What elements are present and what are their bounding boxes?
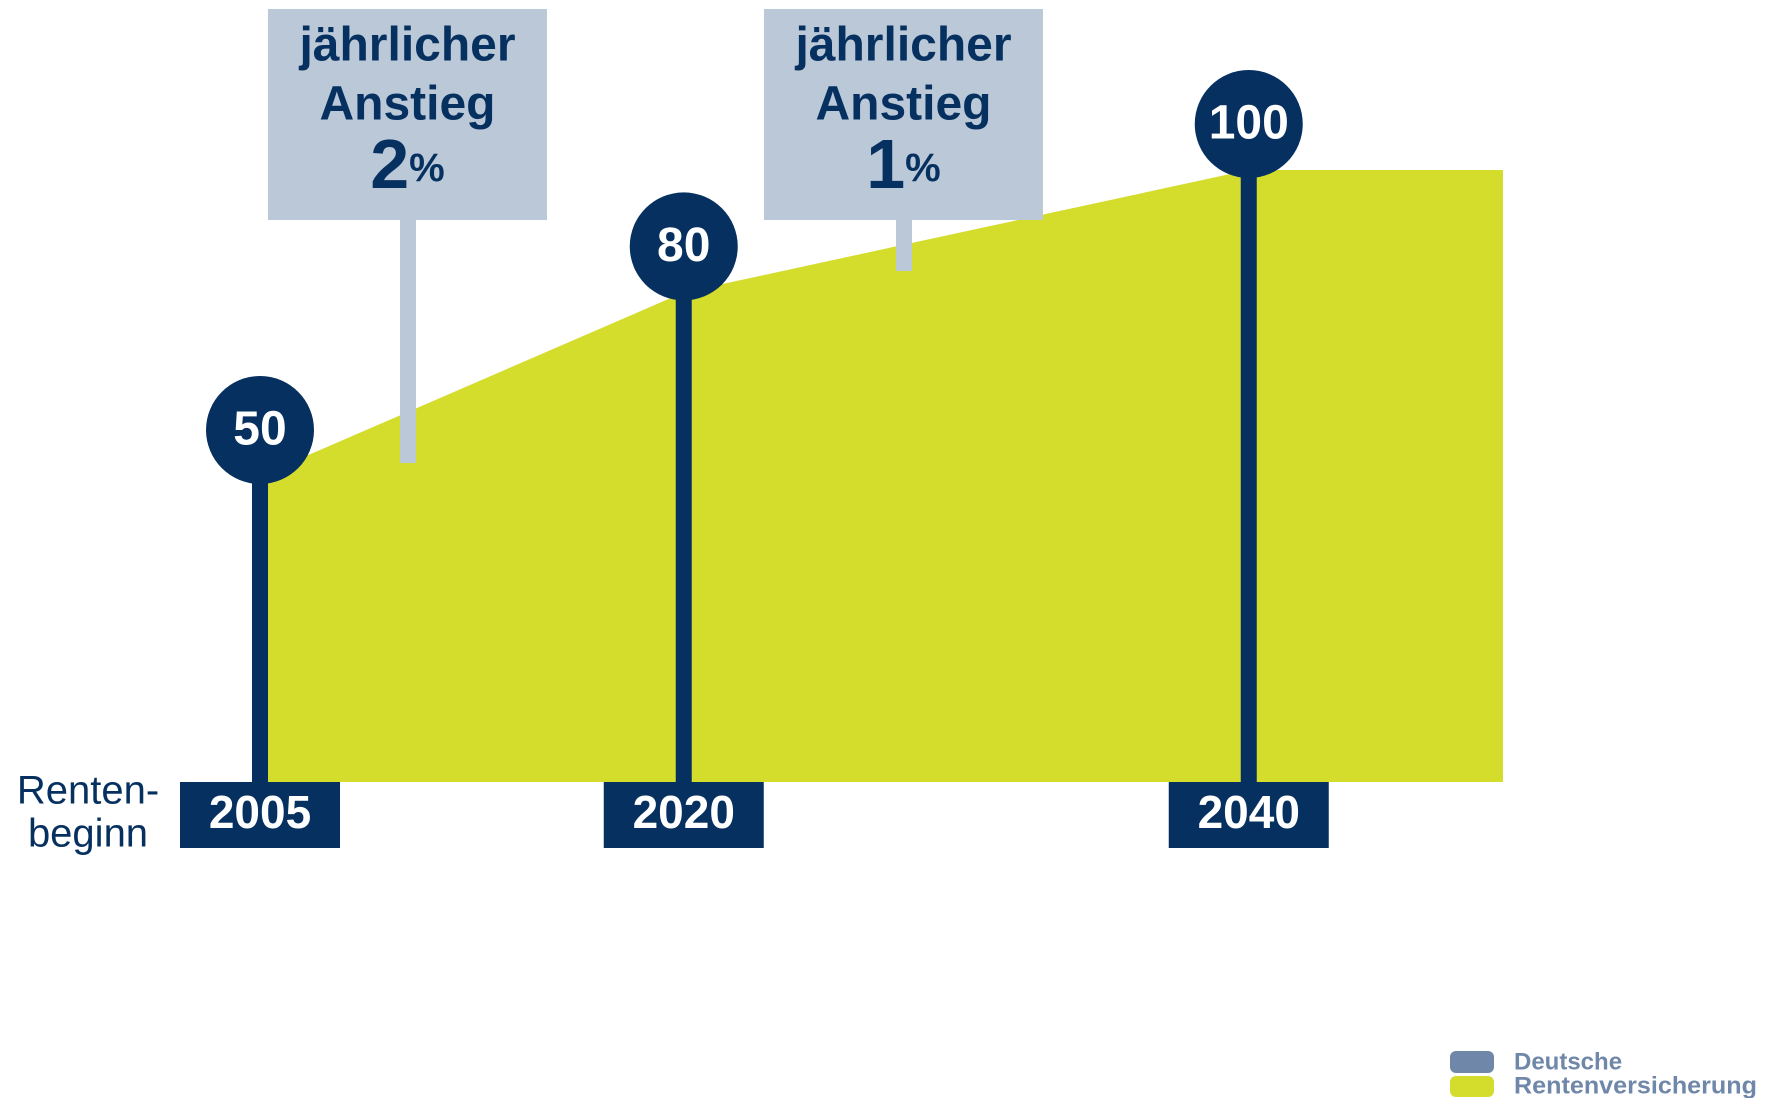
logo-text: Deutsche (1514, 1048, 1622, 1075)
annotation-value: 2 (370, 125, 409, 203)
annotation-unit: % (905, 146, 941, 190)
x-tick-label: 2005 (209, 786, 311, 838)
marker-stem (675, 246, 692, 782)
annotation-text: jährlicher (794, 19, 1011, 72)
annotation-unit: % (409, 146, 445, 190)
annotation-rate: 2% (370, 125, 445, 203)
area (260, 170, 1503, 782)
annotation-text: jährlicher (298, 19, 515, 72)
x-tick-label: 2040 (1198, 786, 1300, 838)
x-tick-label: 2020 (633, 786, 735, 838)
annotation-value: 1 (866, 125, 905, 203)
logo-mark (1450, 1076, 1494, 1097)
marker (1194, 70, 1303, 178)
x-axis-label: Renten- (17, 769, 159, 813)
value-label: 100 (1209, 97, 1289, 150)
logo-mark (1450, 1051, 1494, 1073)
logo-text: Rentenversicherung (1514, 1072, 1757, 1098)
marker-stem (1240, 124, 1257, 782)
value-label: 80 (657, 219, 710, 272)
x-tick-box (603, 782, 764, 848)
marker-stem (252, 430, 268, 782)
value-label: 50 (233, 403, 286, 456)
x-tick-box (180, 782, 340, 848)
annotation-box (764, 9, 1043, 220)
annotation-rate: 1% (866, 125, 941, 203)
x-tick-box (1168, 782, 1329, 848)
annotation-text: Anstieg (319, 78, 495, 131)
annotation-stem (400, 200, 416, 463)
x-axis-label: beginn (28, 812, 148, 856)
annotation-box (268, 9, 547, 220)
annotation-text: Anstieg (815, 78, 991, 131)
marker (629, 192, 738, 301)
marker (206, 376, 314, 484)
